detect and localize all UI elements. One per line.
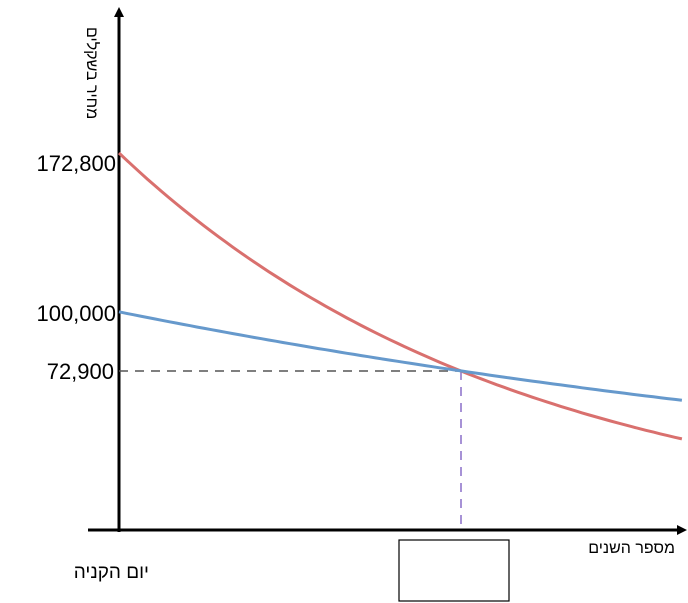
y-tick-label: 172,800 — [36, 151, 116, 176]
x-axis-title: מספר השנים — [588, 540, 675, 557]
series-line-blue — [118, 310, 683, 402]
y-tick-label: 72,900 — [47, 359, 114, 384]
series-line-red — [117, 151, 683, 441]
answer-box[interactable] — [398, 539, 510, 602]
y-tick-label: 100,000 — [36, 301, 116, 326]
y-axis-title: מחיר בשקלים — [83, 27, 101, 119]
origin-label: יום הקניה — [74, 562, 149, 583]
